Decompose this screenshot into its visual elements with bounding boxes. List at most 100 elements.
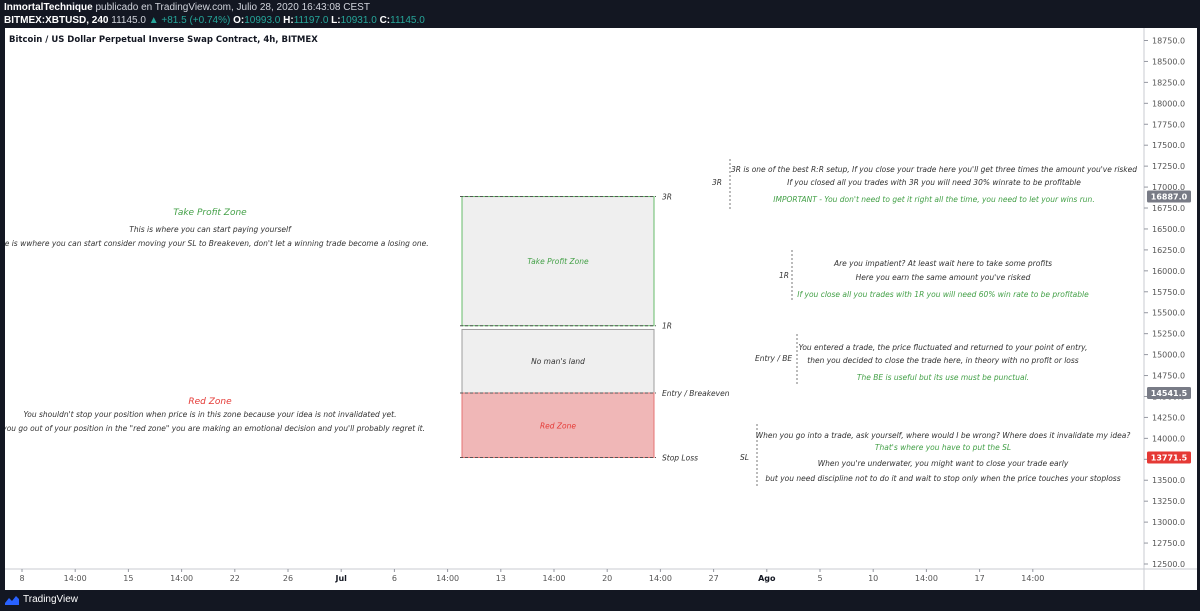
chart-canvas[interactable]: Bitcoin / US Dollar Perpetual Inverse Sw… [5, 28, 1197, 590]
time-tick-label: 5 [817, 574, 822, 583]
3r-note-line: IMPORTANT - You don't need to get it rig… [773, 195, 1094, 204]
symbol-label: BITMEX:XBTUSD, 240 [4, 15, 109, 26]
take-profit-note-line: This is where you can start paying yours… [129, 225, 292, 234]
publish-info: InmortalTechnique publicado en TradingVi… [4, 2, 370, 13]
time-tick-label: 14:00 [436, 574, 459, 583]
sl-note-line: When you go into a trade, ask yourself, … [756, 431, 1131, 440]
price-tick-label: 18000.0 [1152, 99, 1185, 108]
price-tick-label: 12500.0 [1152, 560, 1185, 569]
zone-take-profit[interactable] [461, 196, 655, 327]
price-tick-label: 15500.0 [1152, 309, 1185, 318]
price-tick-label: 15750.0 [1152, 288, 1185, 297]
red-zone-note-line: You shouldn't stop your position when pr… [24, 410, 397, 419]
be-note-line: You entered a trade, the price fluctuate… [799, 343, 1088, 352]
high-value: 11197.0 [293, 15, 329, 26]
price-tick-label: 14750.0 [1152, 372, 1185, 381]
sl-note-line: When you're underwater, you might want t… [818, 459, 1069, 468]
price-tick-label: 16750.0 [1152, 204, 1185, 213]
1r-note-line: Here you earn the same amount you've ris… [856, 273, 1031, 282]
price-tick-label: 12750.0 [1152, 539, 1185, 548]
time-tick-label: Ago [758, 574, 776, 583]
red-zone-note-line: If you go out of your position in the "r… [5, 424, 425, 433]
chart-header: InmortalTechnique publicado en TradingVi… [0, 0, 1200, 28]
chart-title: Bitcoin / US Dollar Perpetual Inverse Sw… [9, 35, 318, 45]
time-tick-label: 13 [496, 574, 506, 583]
last-price: 11145.0 [111, 15, 146, 26]
price-tick-label: 15250.0 [1152, 330, 1185, 339]
1r-note-line: Are you impatient? At least wait here to… [833, 259, 1052, 268]
time-tick-label: 6 [392, 574, 397, 583]
zone-label-no-mans-land: No man's land [531, 357, 585, 366]
time-tick-label: 14:00 [542, 574, 565, 583]
1r-note-tag: 1R [779, 271, 789, 280]
time-tick-label: 14:00 [1021, 574, 1044, 583]
zone-no-mans-land[interactable] [461, 328, 655, 394]
high-label: H: [283, 15, 294, 26]
be-note-line: The BE is useful but its use must be pun… [857, 373, 1029, 382]
price-tick-label: 17500.0 [1152, 141, 1185, 150]
1r-note-line: If you close all you trades with 1R you … [797, 290, 1089, 299]
time-tick-label: 14:00 [64, 574, 87, 583]
level-label-1R: 1R [662, 322, 672, 331]
author-name[interactable]: InmortalTechnique [4, 2, 93, 13]
close-label: C: [379, 15, 391, 26]
price-tick-label: 15000.0 [1152, 351, 1185, 360]
price-tick-label: 18250.0 [1152, 78, 1185, 87]
time-tick-label: 15 [123, 574, 133, 583]
zone-red[interactable] [461, 392, 655, 458]
sl-note-line: That's where you have to put the SL [875, 443, 1011, 452]
price-tick-label: 13000.0 [1152, 518, 1185, 527]
time-tick-label: 14:00 [915, 574, 938, 583]
zone-label-red: Red Zone [540, 421, 576, 430]
time-tick-label: 8 [19, 574, 24, 583]
time-tick-label: 20 [602, 574, 612, 583]
price-tick-label: 13500.0 [1152, 476, 1185, 485]
price-badge[interactable] [1147, 387, 1191, 400]
price-tick-label: 18750.0 [1152, 37, 1185, 46]
price-tick-label: 14250.0 [1152, 413, 1185, 422]
open-value: 10993.0 [244, 15, 281, 26]
price-tick-label: 16250.0 [1152, 246, 1185, 255]
price-badge[interactable] [1147, 451, 1191, 464]
time-tick-label: 26 [283, 574, 293, 583]
take-profit-note-title: Take Profit Zone [173, 208, 247, 218]
3r-note-line: If you closed all you trades with 3R you… [787, 178, 1081, 187]
sl-note-line: but you need discipline not to do it and… [765, 474, 1120, 483]
price-tick-label: 13250.0 [1152, 497, 1185, 506]
be-note-tag: Entry / BE [755, 354, 792, 363]
publish-date: publicado en TradingView.com, Julio 28, … [95, 2, 370, 13]
open-label: O: [233, 15, 245, 26]
be-note-line: then you decided to close the trade here… [807, 356, 1079, 365]
price-tick-label: 16000.0 [1152, 267, 1185, 276]
price-tick-label: 18500.0 [1152, 57, 1185, 66]
time-tick-label: 14:00 [649, 574, 672, 583]
footer-bar: TradingView [0, 590, 1200, 611]
price-badge[interactable] [1147, 190, 1191, 203]
time-tick-label: 22 [230, 574, 240, 583]
price-tick-label: 17250.0 [1152, 162, 1185, 171]
chart-area[interactable]: Bitcoin / US Dollar Perpetual Inverse Sw… [5, 28, 1197, 590]
3r-note-line: 3R is one of the best R:R setup, If you … [731, 165, 1137, 174]
time-tick-label: 27 [709, 574, 719, 583]
level-label-stop: Stop Loss [662, 453, 698, 462]
low-value: 10931.0 [340, 15, 377, 26]
level-label-3R: 3R [662, 193, 672, 202]
ohlc-bar: BITMEX:XBTUSD, 240 11145.0 ▲ +81.5 (+0.7… [4, 15, 425, 26]
price-change: +81.5 (+0.74%) [161, 15, 231, 26]
tradingview-brand[interactable]: TradingView [23, 594, 79, 605]
price-badge-label: 16887.0 [1151, 193, 1188, 202]
price-tick-label: 17000.0 [1152, 183, 1185, 192]
price-badge-label: 14541.5 [1151, 389, 1188, 398]
sl-note-tag: SL [740, 453, 749, 462]
price-tick-label: 14000.0 [1152, 434, 1185, 443]
time-tick-label: 14:00 [170, 574, 193, 583]
time-tick-label: Jul [334, 574, 347, 583]
price-tick-label: 17750.0 [1152, 120, 1185, 129]
take-profit-note-line: Here is wwhere you can start consider mo… [5, 239, 429, 248]
price-tick-label: 16500.0 [1152, 225, 1185, 234]
low-label: L: [331, 15, 341, 26]
tradingview-logo-icon[interactable] [4, 594, 20, 606]
up-arrow-icon: ▲ [148, 15, 159, 26]
3r-note-tag: 3R [712, 178, 722, 187]
close-value: 11145.0 [390, 15, 425, 26]
